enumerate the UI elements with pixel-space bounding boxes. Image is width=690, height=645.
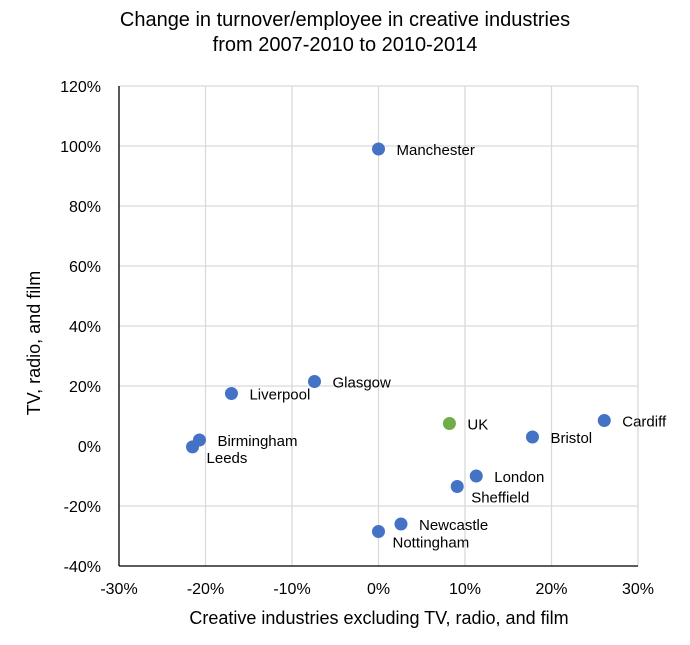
data-label: Nottingham (393, 535, 470, 552)
data-label: Manchester (397, 142, 475, 159)
y-axis-title: TV, radio, and film (24, 271, 44, 415)
data-point (224, 387, 238, 400)
data-label: Newcastle (419, 517, 488, 534)
data-label: UK (467, 417, 488, 434)
data-point (525, 430, 539, 444)
data-label: Sheffield (471, 490, 529, 507)
chart-subtitle: from 2007-2010 to 2010-2014 (212, 34, 478, 56)
data-label: Birmingham (217, 433, 297, 450)
data-label: Leeds (207, 450, 248, 467)
tick-labels: -40% -20% 0% 20% 40% 60% 80% 100% 120% -30% -20% -1… (60, 79, 654, 598)
x-tick-label: 0% (367, 581, 390, 598)
data-point (469, 469, 483, 483)
data-point (450, 480, 464, 493)
gridlines (119, 85, 639, 567)
data-point (372, 525, 385, 538)
axes (118, 86, 638, 567)
data-point (442, 417, 456, 430)
data-point (597, 414, 611, 427)
y-tick-label: 40% (69, 319, 101, 336)
data-point (186, 440, 200, 454)
x-axis-title: Creative industries excluding TV, radio,… (189, 608, 568, 628)
x-tick-label: 20% (535, 581, 567, 598)
chart-title-block: Change in turnover/employee in creative … (0, 8, 690, 58)
data-labels: Manchester Glasgow Liverpool BirminghamLeed… (207, 142, 667, 552)
x-tick-label: 30% (622, 581, 654, 598)
x-tick-label: 10% (449, 581, 481, 598)
data-points (186, 142, 611, 538)
data-point (307, 375, 321, 388)
data-label: Cardiff (622, 414, 667, 431)
y-tick-label: 0% (78, 439, 101, 456)
data-label: Liverpool (249, 387, 310, 404)
x-tick-label: -20% (187, 581, 224, 598)
data-point (372, 142, 385, 156)
x-tick-label: -10% (273, 581, 310, 598)
data-point (394, 517, 408, 531)
chart-title: Change in turnover/employee in creative … (119, 9, 571, 31)
y-tick-label: -40% (64, 559, 101, 576)
data-label: Glasgow (332, 375, 391, 392)
data-label: London (494, 469, 544, 486)
y-tick-label: 120% (60, 79, 101, 96)
y-tick-label: 80% (69, 199, 101, 216)
y-tick-label: 60% (69, 259, 101, 276)
data-label: Bristol (550, 430, 592, 447)
y-tick-label: 100% (60, 139, 101, 156)
x-tick-label: -30% (100, 581, 137, 598)
y-tick-label: -20% (64, 499, 101, 516)
y-tick-label: 20% (69, 379, 101, 396)
